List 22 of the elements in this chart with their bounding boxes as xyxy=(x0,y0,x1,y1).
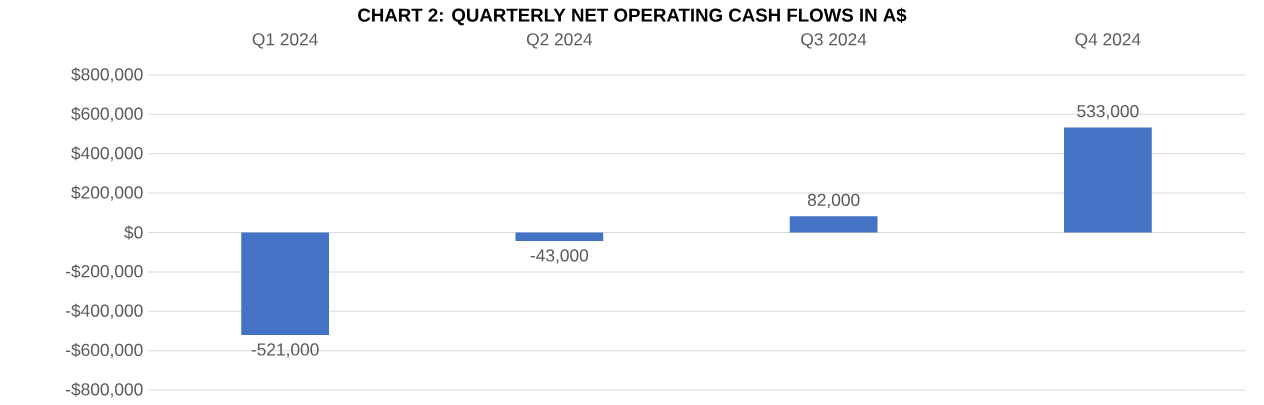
bar xyxy=(515,232,604,241)
y-tick-label: $600,000 xyxy=(71,106,143,122)
data-label: 533,000 xyxy=(1077,104,1139,120)
y-tick-label: -$600,000 xyxy=(66,343,143,359)
y-tick-label: -$800,000 xyxy=(66,382,143,398)
x-tick-label: Q3 2024 xyxy=(801,33,867,49)
data-label: -521,000 xyxy=(251,343,319,358)
y-tick-label: -$400,000 xyxy=(66,303,143,319)
y-tick-label: $0 xyxy=(124,225,143,240)
x-tick-label: Q4 2024 xyxy=(1075,33,1141,49)
y-tick-label: $800,000 xyxy=(71,67,143,83)
y-tick-label: $400,000 xyxy=(71,146,143,162)
chart-title: CHART 2: QUARTERLY NET OPERATING CASH FLOWS IN A$ xyxy=(358,7,907,26)
data-label: 82,000 xyxy=(807,193,860,209)
data-label: -43,000 xyxy=(530,249,589,264)
bar xyxy=(1064,127,1152,233)
y-tick-label: $200,000 xyxy=(71,185,143,201)
bar xyxy=(789,216,878,233)
bar xyxy=(241,232,330,336)
y-tick-label: -$200,000 xyxy=(66,264,143,280)
x-tick-label: Q2 2024 xyxy=(526,33,593,49)
x-tick-label: Q1 2024 xyxy=(252,33,318,49)
